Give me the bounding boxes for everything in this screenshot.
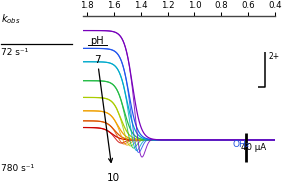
- Text: OH₂: OH₂: [233, 140, 250, 149]
- Text: $k_{\mathit{obs}}$: $k_{\mathit{obs}}$: [1, 13, 21, 26]
- Text: 7: 7: [94, 55, 101, 65]
- Text: 72 s⁻¹: 72 s⁻¹: [1, 48, 29, 57]
- Text: 40 μA: 40 μA: [241, 143, 266, 152]
- Text: 780 s⁻¹: 780 s⁻¹: [1, 164, 34, 173]
- Text: pH: pH: [91, 36, 104, 46]
- Text: 10: 10: [107, 173, 120, 183]
- Text: 2+: 2+: [268, 52, 280, 61]
